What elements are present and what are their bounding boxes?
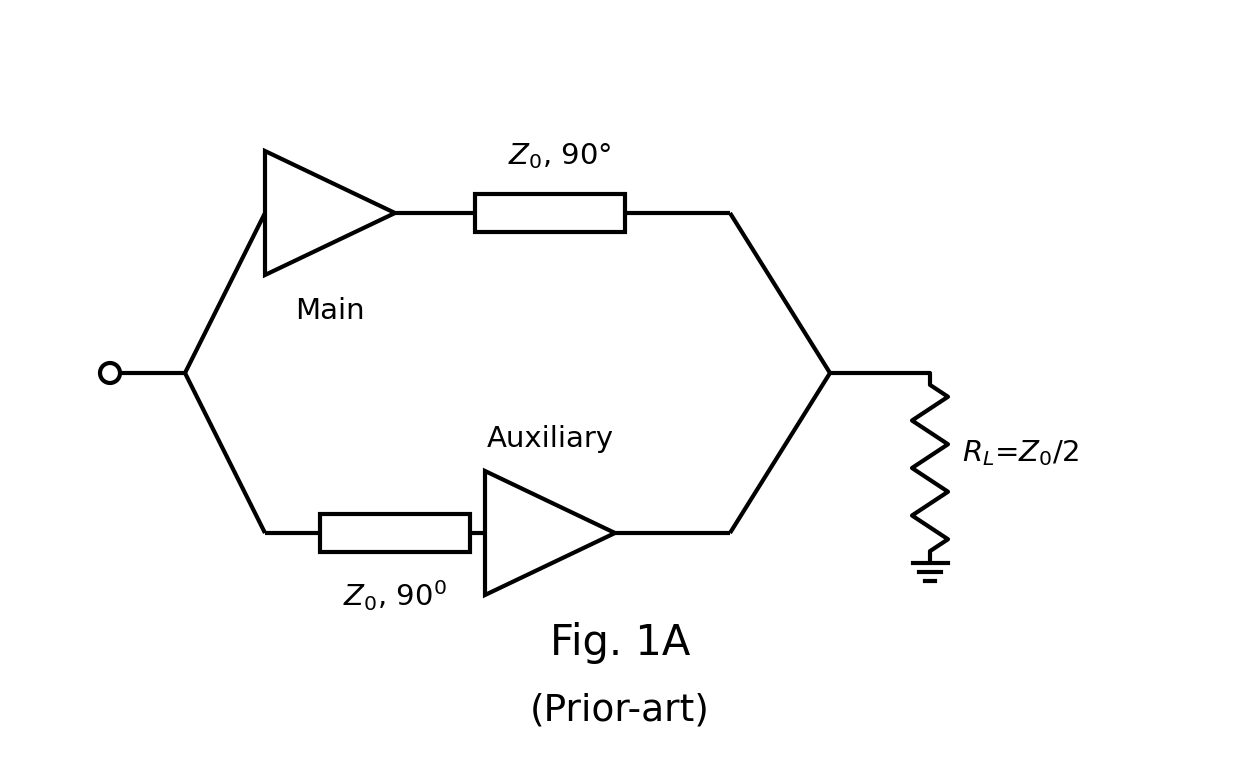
Bar (475, 194, 625, 232)
Text: (Prior-art): (Prior-art) (529, 692, 711, 728)
Text: $R_L$=$Z_0$/2: $R_L$=$Z_0$/2 (962, 438, 1079, 468)
Bar (320, 514, 470, 552)
Text: Main: Main (295, 297, 365, 325)
Text: Auxiliary: Auxiliary (486, 425, 614, 453)
Text: $Z_0$, 90$^0$: $Z_0$, 90$^0$ (343, 578, 446, 613)
Text: $Z_0$, 90°: $Z_0$, 90° (508, 141, 611, 171)
Text: Fig. 1A: Fig. 1A (549, 622, 691, 664)
